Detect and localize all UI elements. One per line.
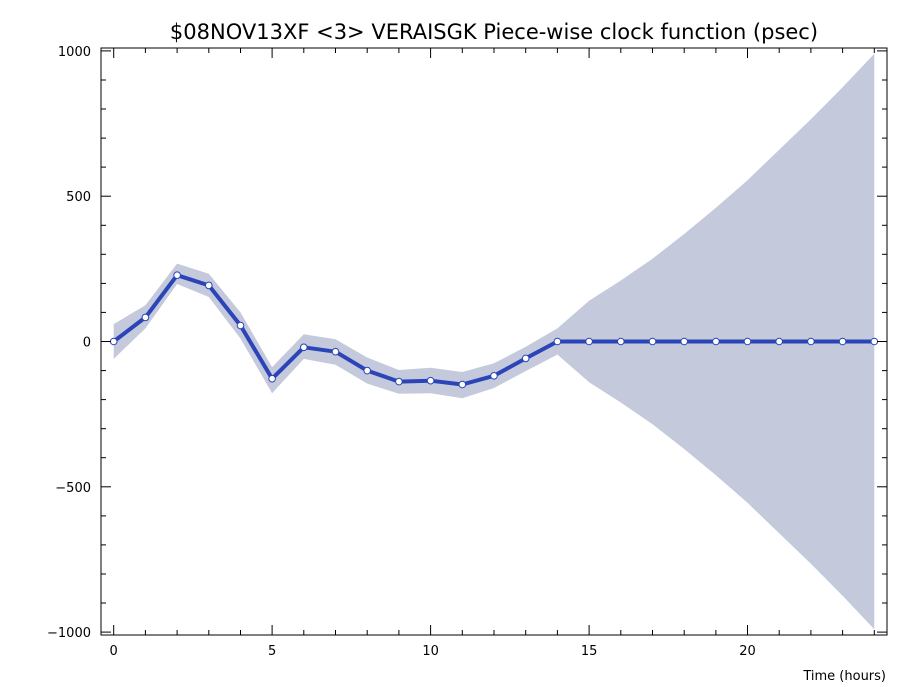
data-point bbox=[268, 374, 276, 383]
data-point bbox=[807, 337, 815, 346]
y-tick-labels: 1000 500 0 −500 −1000 bbox=[47, 45, 91, 641]
x-tick-label: 0 bbox=[110, 644, 118, 659]
data-point bbox=[617, 337, 625, 346]
data-point bbox=[775, 337, 784, 346]
x-tick-label: 5 bbox=[268, 644, 276, 659]
data-point bbox=[426, 376, 435, 385]
data-point bbox=[205, 281, 213, 290]
y-tick-label: 0 bbox=[83, 336, 91, 351]
data-point bbox=[521, 354, 530, 363]
data-point bbox=[141, 313, 150, 322]
data-point bbox=[395, 377, 403, 386]
data-point bbox=[173, 271, 181, 280]
data-point bbox=[585, 337, 593, 346]
x-tick-labels: 0 5 10 15 20 bbox=[110, 644, 756, 659]
x-tick-label: 10 bbox=[422, 644, 439, 659]
data-point bbox=[331, 347, 340, 356]
data-point bbox=[236, 321, 245, 330]
y-tick-label: 500 bbox=[66, 190, 91, 205]
x-axis-label: Time (hours) bbox=[802, 669, 886, 684]
data-point bbox=[648, 337, 657, 346]
data-point bbox=[553, 337, 562, 346]
data-point bbox=[680, 337, 689, 346]
data-point bbox=[743, 337, 752, 346]
data-point bbox=[490, 372, 498, 380]
data-point bbox=[109, 337, 118, 346]
data-points bbox=[109, 271, 879, 389]
y-tick-label: −500 bbox=[55, 481, 91, 496]
y-tick-label: −1000 bbox=[47, 626, 91, 641]
data-point bbox=[838, 337, 847, 346]
x-tick-label: 20 bbox=[739, 644, 756, 659]
x-tick-label: 15 bbox=[581, 644, 598, 659]
axis-ticks bbox=[101, 48, 887, 635]
data-point bbox=[300, 343, 308, 352]
data-point bbox=[712, 337, 720, 346]
data-point bbox=[870, 337, 879, 346]
data-point bbox=[363, 366, 372, 375]
y-tick-label: 1000 bbox=[58, 45, 91, 60]
data-point bbox=[458, 380, 467, 389]
chart-title: $08NOV13XF <3> VERAISGK Piece-wise clock… bbox=[170, 20, 818, 44]
